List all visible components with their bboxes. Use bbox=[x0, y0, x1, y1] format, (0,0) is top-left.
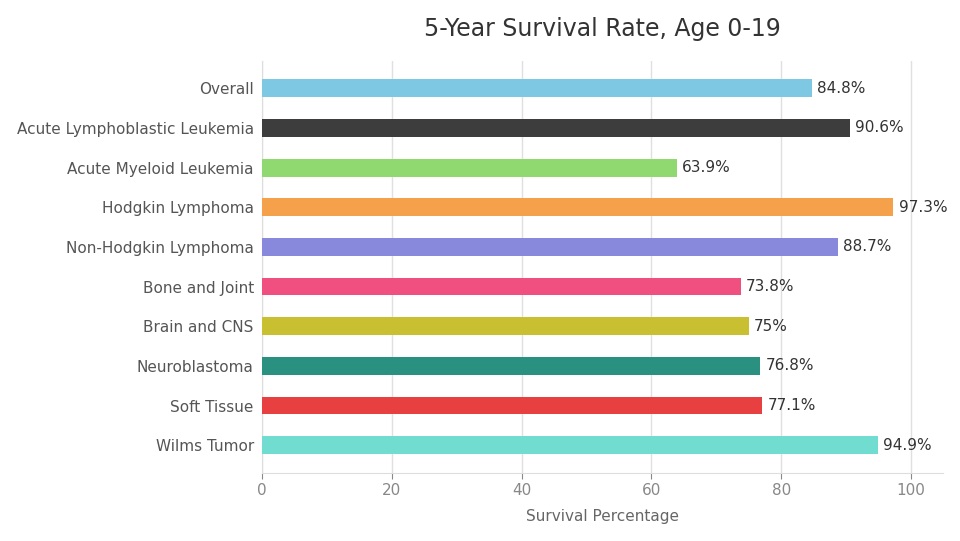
Bar bbox=[262, 317, 749, 335]
Bar bbox=[262, 278, 741, 295]
Text: 88.7%: 88.7% bbox=[843, 240, 891, 254]
Text: 94.9%: 94.9% bbox=[883, 438, 931, 453]
Text: 84.8%: 84.8% bbox=[818, 81, 866, 96]
Text: 63.9%: 63.9% bbox=[682, 160, 731, 175]
X-axis label: Survival Percentage: Survival Percentage bbox=[526, 509, 680, 524]
Text: 90.6%: 90.6% bbox=[855, 121, 903, 135]
Text: 77.1%: 77.1% bbox=[767, 398, 816, 413]
Text: 76.8%: 76.8% bbox=[765, 358, 814, 373]
Bar bbox=[262, 80, 812, 97]
Bar bbox=[262, 199, 894, 216]
Text: 97.3%: 97.3% bbox=[899, 200, 948, 215]
Bar bbox=[262, 159, 677, 176]
Bar bbox=[262, 238, 837, 256]
Bar bbox=[262, 119, 850, 137]
Title: 5-Year Survival Rate, Age 0-19: 5-Year Survival Rate, Age 0-19 bbox=[424, 17, 781, 41]
Text: 73.8%: 73.8% bbox=[746, 279, 795, 294]
Text: 75%: 75% bbox=[754, 319, 788, 334]
Bar bbox=[262, 436, 877, 454]
Bar bbox=[262, 357, 760, 375]
Bar bbox=[262, 397, 762, 414]
